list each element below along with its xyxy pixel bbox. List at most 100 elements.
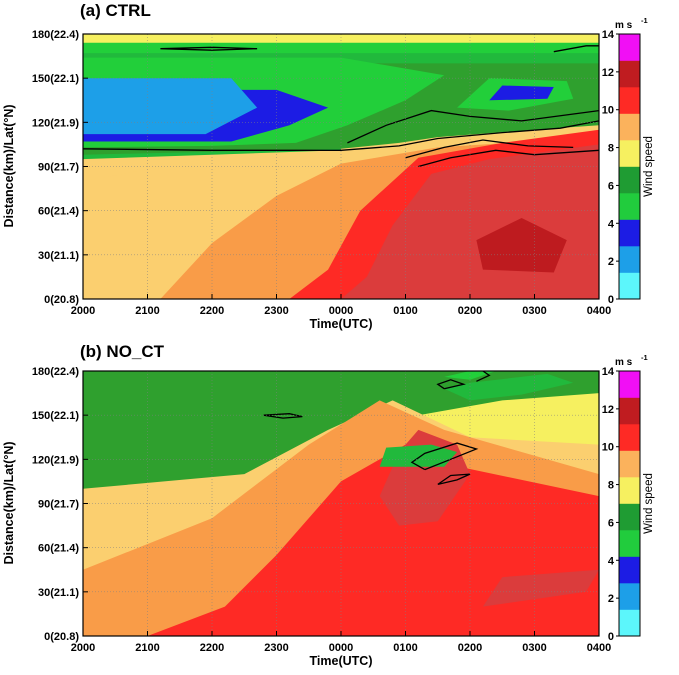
colorbar-band-8 <box>619 60 640 88</box>
x-tick-label: 0100 <box>393 305 417 317</box>
colorbar-tick-label: 8 <box>608 143 614 155</box>
x-tick-label: 2000 <box>71 642 95 654</box>
panel-title: (a) CTRL <box>80 1 151 20</box>
y-tick-label: 60(21.4) <box>38 206 79 218</box>
x-tick-label: 0200 <box>458 305 482 317</box>
y-tick-label: 90(21.7) <box>38 499 79 511</box>
colorbar-tick-label: 4 <box>608 218 615 230</box>
colorbar-tick-label: 14 <box>602 29 615 41</box>
colorbar-tick-label: 12 <box>602 404 614 416</box>
x-tick-label: 2100 <box>135 305 159 317</box>
x-tick-label: 2300 <box>264 642 288 654</box>
colorbar-band-5 <box>619 477 640 504</box>
colorbar-tick-label: 0 <box>608 631 614 643</box>
colorbar-band-2 <box>619 556 640 584</box>
contour-line-1 <box>347 109 599 144</box>
colorbar-units-exponent: -1 <box>641 353 648 362</box>
colorbar-tick-label: 14 <box>602 366 615 378</box>
contour-line-4 <box>160 46 258 51</box>
colorbar-ctrl: 0 2 4 6 8 10 12 14m s -1 Wind speed <box>602 16 655 306</box>
panel-no-ct: (b) NO_CT 2000 2100 2200 2300 0000 0100 0200 03… <box>2 342 655 668</box>
contour-line-0 <box>410 442 479 471</box>
colorbar-band-4 <box>619 166 640 194</box>
contour-line-4 <box>263 413 303 419</box>
wind-region-8 <box>444 373 574 401</box>
colorbar-band-6 <box>619 113 640 141</box>
y-tick-label: 120(21.9) <box>32 454 79 466</box>
colorbar-label: Wind speed <box>643 136 655 197</box>
contour-line-3 <box>405 139 574 159</box>
colorbar-band-9 <box>619 371 640 398</box>
y-axis-title: Distance(km)/Lat(°N) <box>2 104 16 227</box>
plot-grid <box>83 371 599 636</box>
wind-region-4 <box>147 444 599 636</box>
colorbar-band-1 <box>619 246 640 273</box>
colorbar-band-0 <box>619 272 640 300</box>
x-tick-label: 0300 <box>522 642 546 654</box>
colorbar-tick-label: 0 <box>608 294 614 306</box>
contour-line-1 <box>437 473 471 486</box>
contour-line-2 <box>436 379 466 390</box>
y-tick-label: 30(21.1) <box>38 587 79 599</box>
y-tick-label: 60(21.4) <box>38 543 79 555</box>
x-tick-label: 2000 <box>71 305 95 317</box>
colorbar-band-2 <box>619 219 640 247</box>
y-tick-label: 0(20.8) <box>44 631 79 643</box>
wind-region-12 <box>83 42 599 54</box>
colorbar-units: m s <box>615 357 633 368</box>
colorbar-band-4 <box>619 503 640 531</box>
x-tick-label: 0400 <box>587 305 611 317</box>
wind-region-6 <box>482 569 599 607</box>
wind-region-14 <box>489 85 554 101</box>
colorbar-tick-label: 2 <box>608 256 614 268</box>
x-tick-labels: 2000 2100 2200 2300 0000 0100 0200 0300 0400 <box>71 631 611 654</box>
colorbar-frame <box>618 33 641 300</box>
colorbar-band-6 <box>619 450 640 478</box>
x-tick-label: 0000 <box>329 305 353 317</box>
colorbar-band-3 <box>619 193 640 220</box>
colorbar-tick-label: 4 <box>608 555 615 567</box>
x-tick-label: 0100 <box>393 642 417 654</box>
y-tick-label: 150(22.1) <box>32 73 79 85</box>
colorbar-tick-label: 6 <box>608 517 614 529</box>
colorbar-band-8 <box>619 397 640 425</box>
colorbar-band-5 <box>619 140 640 167</box>
y-tick-label: 120(21.9) <box>32 117 79 129</box>
wind-region-9 <box>444 371 496 380</box>
x-tick-label: 0000 <box>329 642 353 654</box>
x-tick-label: 2100 <box>135 642 159 654</box>
x-tick-label: 2200 <box>200 305 224 317</box>
wind-region-4 <box>476 218 567 273</box>
x-axis-title: Time(UTC) <box>310 654 373 668</box>
colorbar-units: m s <box>615 20 633 31</box>
x-tick-labels: 2000 2100 2200 2300 0000 0100 0200 0300 0400 <box>71 294 611 317</box>
colorbar-band-0 <box>619 609 640 637</box>
colorbar-tick-label: 2 <box>608 593 614 605</box>
plot-grid <box>83 34 599 299</box>
colorbar-frame <box>618 370 641 637</box>
y-axis-title: Distance(km)/Lat(°N) <box>2 441 16 564</box>
wind-region-7 <box>379 444 458 467</box>
y-tick-labels: 0(20.8) 30(21.1) 60(21.4) 90(21.7) 120(21.9)… <box>32 29 88 306</box>
y-tick-labels: 0(20.8) 30(21.1) 60(21.4) 90(21.7) 120(21.9)… <box>32 366 88 643</box>
contour-line-2 <box>418 149 599 168</box>
colorbar-tick-label: 10 <box>602 442 614 454</box>
colorbar-band-1 <box>619 583 640 610</box>
colorbar-no-ct: 0 2 4 6 8 10 12 14m s -1 Wind speed <box>602 353 655 643</box>
y-tick-label: 180(22.4) <box>32 366 79 378</box>
colorbar-band-7 <box>619 87 640 114</box>
colorbar-band-3 <box>619 530 640 557</box>
contour-line-3 <box>476 371 491 382</box>
y-tick-label: 180(22.4) <box>32 29 79 41</box>
x-tick-label: 2300 <box>264 305 288 317</box>
y-tick-label: 0(20.8) <box>44 294 79 306</box>
y-tick-label: 90(21.7) <box>38 162 79 174</box>
colorbar-units-exponent: -1 <box>641 16 648 25</box>
colorbar-band-7 <box>619 424 640 451</box>
y-tick-label: 150(22.1) <box>32 410 79 422</box>
x-axis-title: Time(UTC) <box>310 317 373 331</box>
x-tick-label: 0400 <box>587 642 611 654</box>
y-tick-label: 30(21.1) <box>38 250 79 262</box>
x-tick-label: 0200 <box>458 642 482 654</box>
